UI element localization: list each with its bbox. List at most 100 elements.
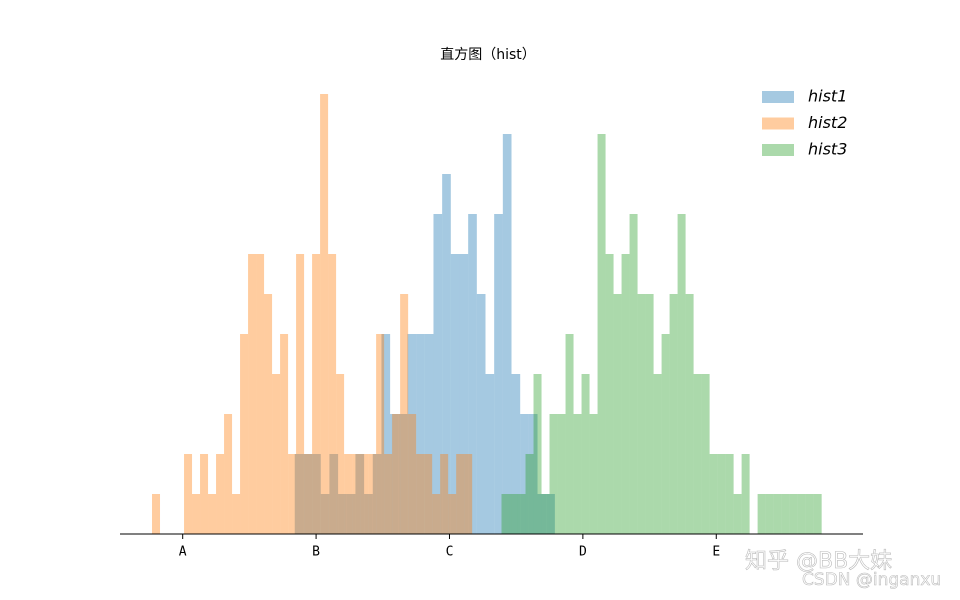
- bar: [773, 494, 782, 534]
- bar: [416, 334, 425, 534]
- bar: [669, 294, 678, 534]
- bar: [468, 214, 477, 534]
- bar: [757, 494, 766, 534]
- bar: [329, 454, 339, 534]
- bar: [502, 134, 512, 534]
- bar: [200, 454, 209, 534]
- bar: [256, 254, 265, 534]
- bar: [352, 454, 361, 534]
- bar: [338, 494, 347, 534]
- bar: [398, 414, 408, 534]
- bar: [653, 374, 662, 534]
- bar: [581, 374, 590, 534]
- x-tick-label: E: [712, 545, 720, 560]
- bar: [442, 174, 451, 534]
- bar: [709, 454, 718, 534]
- bar: [789, 494, 798, 534]
- bar: [384, 454, 393, 534]
- bar: [264, 294, 273, 534]
- bar: [476, 294, 486, 534]
- bar: [805, 494, 814, 534]
- legend-label: hist2: [808, 113, 847, 132]
- legend-label: hist3: [808, 140, 847, 159]
- legend-swatch: [762, 117, 794, 130]
- x-tick-label: C: [446, 545, 454, 560]
- x-tick-label: D: [579, 545, 587, 560]
- bar: [294, 454, 304, 534]
- bar: [717, 454, 726, 534]
- bar: [312, 454, 321, 534]
- bar: [781, 494, 790, 534]
- bar: [725, 454, 734, 534]
- bar: [408, 414, 417, 534]
- bar: [407, 334, 417, 534]
- bar: [372, 454, 382, 534]
- bar: [416, 454, 425, 534]
- bar: [232, 494, 241, 534]
- bar: [485, 374, 495, 534]
- bar: [629, 214, 638, 534]
- bar: [390, 414, 399, 534]
- legend-swatch: [762, 91, 794, 103]
- bar: [320, 94, 329, 534]
- x-tick-label: B: [312, 545, 320, 560]
- bar: [693, 374, 702, 534]
- bar: [533, 374, 542, 534]
- bar: [280, 334, 289, 534]
- bar: [546, 494, 555, 534]
- bar: [509, 494, 518, 534]
- bar: [589, 414, 598, 534]
- bar: [517, 494, 526, 534]
- watermark: 知乎 @BB大妹: [745, 549, 892, 574]
- bar: [328, 254, 337, 534]
- bar: [450, 254, 460, 534]
- bar: [184, 454, 193, 534]
- bar: [813, 494, 822, 534]
- bar: [549, 414, 558, 534]
- bar: [645, 294, 654, 534]
- bar: [440, 454, 449, 534]
- bar: [272, 374, 281, 534]
- bar: [511, 374, 521, 534]
- bar: [765, 494, 774, 534]
- bar: [303, 454, 313, 534]
- chart-title: 直方图（hist）: [440, 46, 536, 63]
- x-tick-label: A: [179, 545, 187, 560]
- bar: [733, 494, 742, 534]
- bar: [525, 454, 534, 534]
- bars: [152, 94, 822, 534]
- bar: [432, 494, 441, 534]
- bar: [208, 494, 217, 534]
- bar: [701, 374, 710, 534]
- bar: [288, 454, 297, 534]
- bar: [216, 454, 225, 534]
- bar: [541, 494, 550, 534]
- legend-swatch: [762, 144, 794, 156]
- bar: [456, 454, 465, 534]
- bar: [304, 454, 313, 534]
- bar: [240, 334, 249, 534]
- bar: [360, 454, 369, 534]
- bar: [424, 454, 433, 534]
- bar: [637, 294, 646, 534]
- bar: [336, 374, 345, 534]
- bar: [573, 414, 582, 534]
- bar: [520, 414, 529, 534]
- bar: [661, 334, 670, 534]
- bar: [685, 294, 694, 534]
- bar: [621, 254, 630, 534]
- bar: [464, 454, 473, 534]
- bar: [459, 254, 469, 534]
- bar: [364, 494, 373, 534]
- bar: [344, 454, 353, 534]
- bar: [400, 294, 409, 534]
- bar: [346, 494, 356, 534]
- bar: [565, 334, 574, 534]
- bar: [248, 254, 257, 534]
- bar: [448, 494, 457, 534]
- bar: [605, 254, 614, 534]
- legend-label: hist1: [808, 87, 847, 106]
- bar: [494, 214, 503, 534]
- bar: [424, 334, 434, 534]
